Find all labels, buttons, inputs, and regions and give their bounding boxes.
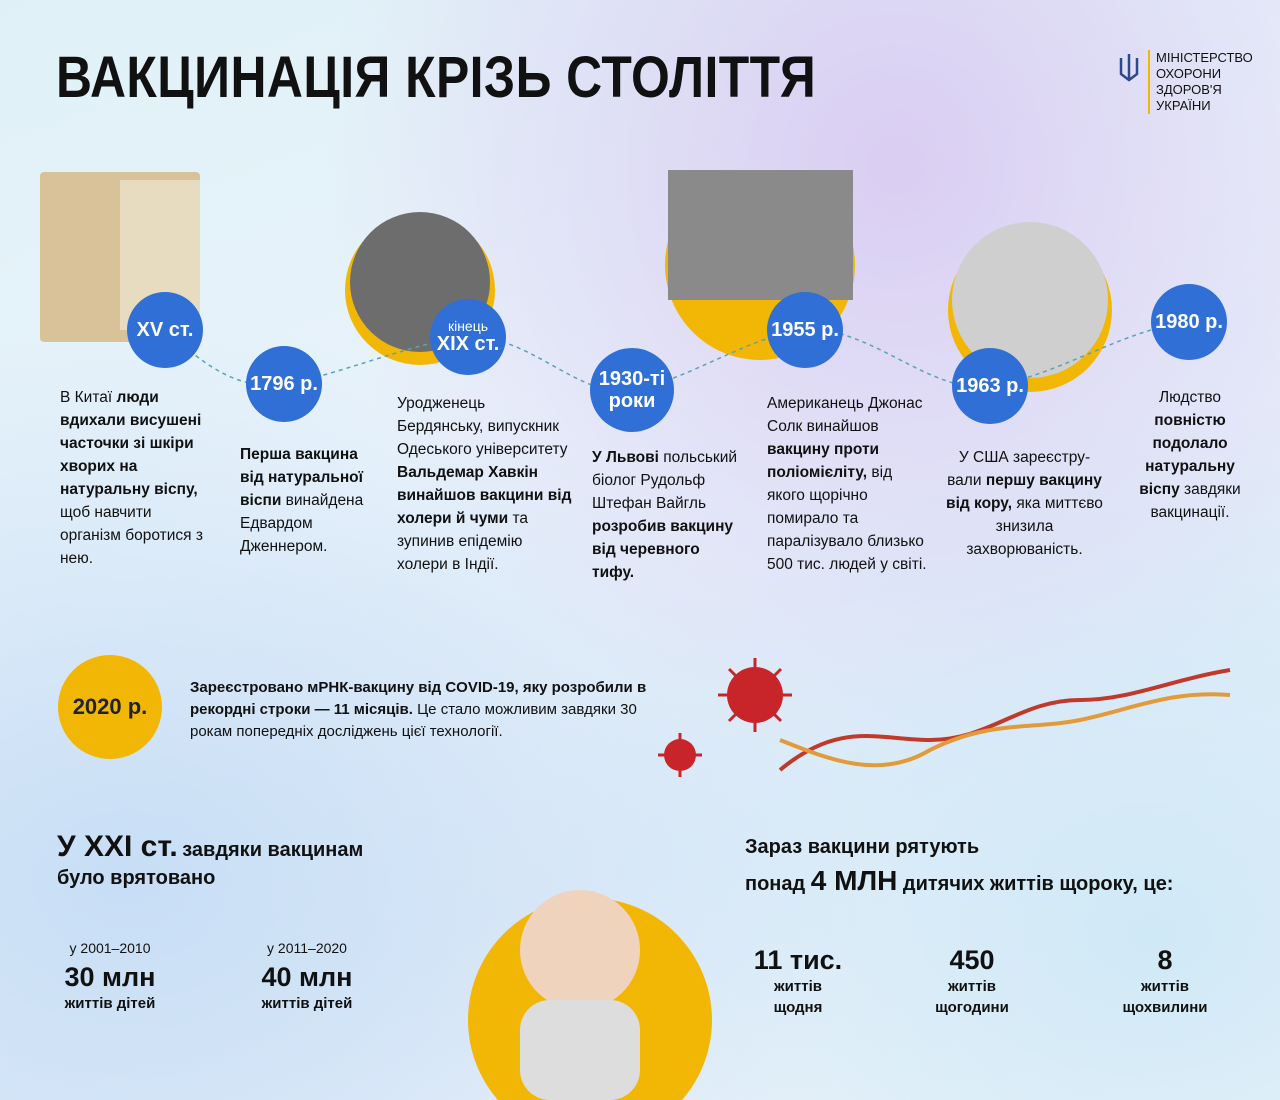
text: від якого щорічно помирало та паралізува… <box>767 464 927 573</box>
dna-strand <box>778 668 1231 772</box>
year-label: 1980 р. <box>1155 311 1223 333</box>
year-badge: XV ст. <box>127 292 203 368</box>
stat-unit: життів <box>948 978 996 995</box>
stat: у 2011–2020 40 млн життів дітей <box>227 940 387 1014</box>
photo-measles-poster <box>952 222 1108 378</box>
logo-trident <box>1119 54 1139 82</box>
bold-text: повністю подолало натуральну віспу <box>1139 412 1235 498</box>
virus-spikes <box>658 658 792 777</box>
year-badge: 1963 р. <box>952 348 1028 424</box>
stat-value: 40 млн <box>261 962 353 992</box>
line: Зараз вакцини рятують <box>745 836 980 858</box>
stat: у 2001–2010 30 млн життів дітей <box>30 940 190 1014</box>
stat-unit: життів дітей <box>64 995 156 1012</box>
text: та зупинив епідемію холери в Індії. <box>397 510 528 573</box>
bold-text: першу вакцину від кору, <box>946 472 1102 512</box>
year-badge: кінець XIX ст. <box>430 299 506 375</box>
stat-value: 30 млн <box>64 962 156 992</box>
title: ВАКЦИНАЦІЯ КРІЗЬ СТОЛІТТЯ <box>56 45 817 110</box>
heading: У XXI ст. <box>57 830 178 863</box>
year-label: 1930-ті <box>598 368 666 390</box>
logo-line: УКРАЇНИ <box>1156 98 1211 113</box>
logo-line: МІНІСТЕРСТВО <box>1156 50 1253 65</box>
bold-text: У Львові <box>592 449 659 466</box>
stat-value: 450 <box>949 945 995 975</box>
stat: 8 життів щохвилини <box>1085 945 1245 1018</box>
stat-unit: життів <box>774 978 822 995</box>
line: понад 4 МЛН дитячих життів щороку, це: <box>745 864 1173 901</box>
text: В Китаї <box>60 389 117 406</box>
bold-text: вакцину проти поліомієліту, <box>767 441 880 481</box>
stat-unit: щодня <box>773 999 823 1016</box>
bold-text: Перша вакцина від натуральної віспи <box>240 446 364 509</box>
text: завдяки вакцинації. <box>1150 481 1241 521</box>
year-label: 1796 р. <box>250 373 318 395</box>
text: дитячих життів щороку, це: <box>902 873 1174 895</box>
stat-unit: щогодини <box>935 999 1009 1016</box>
text: У США зареєстру-вали <box>947 449 1091 489</box>
big-number: 4 МЛН <box>810 865 898 896</box>
year-badge: 1930-ті роки <box>590 348 674 432</box>
subheading: завдяки вакцинам було врятовано <box>57 839 364 889</box>
event-text: Перша вакцина від натуральної віспи вина… <box>240 443 380 558</box>
current-heading: Зараз вакцини рятують понад 4 МЛН дитячи… <box>745 830 1173 901</box>
year-label: роки <box>608 390 656 412</box>
photo-baby <box>520 890 640 1010</box>
year-badge: 1980 р. <box>1151 284 1227 360</box>
year-badge: 1955 р. <box>767 292 843 368</box>
logo-text: МІНІСТЕРСТВО ОХОРОНИ ЗДОРОВ'Я УКРАЇНИ <box>1148 50 1253 114</box>
text: Це стало можливим завдяки 30 рокам попер… <box>190 701 637 740</box>
stat-period: у 2011–2020 <box>267 940 347 956</box>
stat-unit: життів дітей <box>261 995 353 1012</box>
bold-text: Зареєстровано мРНК-вакцину від COVID-19,… <box>190 679 647 718</box>
bold-text: Вальдемар Хавкін винайшов вакцини від хо… <box>397 464 572 527</box>
bold-text: розробив вакцину від черевного тифу. <box>592 518 734 581</box>
text: Людство <box>1158 389 1222 406</box>
milestone-badge: 2020 р. <box>58 655 162 759</box>
year-badge: 1796 р. <box>246 346 322 422</box>
stat-unit: щохвилини <box>1122 999 1208 1016</box>
stat-value: 11 тис. <box>753 945 843 975</box>
text: Уродженець Бердянську, випускник Одесько… <box>397 395 568 458</box>
summary-heading: У XXI ст. завдяки вакцинам було врятован… <box>57 830 397 892</box>
milestone-text: Зареєстровано мРНК-вакцину від COVID-19,… <box>190 677 670 743</box>
text: винайдена Едвардом Дженнером. <box>240 492 364 555</box>
year-label: 1963 р. <box>956 375 1024 397</box>
text: щоб навчити організм боротися з нею. <box>60 504 203 567</box>
event-text: Американець Джонас Солк винайшов вакцину… <box>767 392 927 576</box>
stat-period: у 2001–2010 <box>69 940 151 956</box>
stat: 450 життів щогодини <box>892 945 1052 1018</box>
dna-strand <box>779 692 1231 768</box>
stat-value: 8 <box>1157 945 1173 975</box>
photo-baby-shirt <box>520 1000 640 1100</box>
event-text: В Китаї люди вдихали висушені часточки з… <box>60 386 215 570</box>
year-label: XIX ст. <box>436 333 500 355</box>
event-text: У США зареєстру-вали першу вакцину від к… <box>942 446 1107 561</box>
text: польський біолог Рудольф Штефан Вайгль <box>592 449 738 512</box>
event-text: Людство повністю подолало натуральну віс… <box>1130 386 1250 524</box>
text: понад <box>745 873 806 895</box>
year-label: 1955 р. <box>771 319 839 341</box>
bold-text: люди вдихали висушені часточки зі шкіри … <box>60 389 202 498</box>
event-text: Уродженець Бердянську, випускник Одесько… <box>397 392 572 576</box>
logo-line: ОХОРОНИ <box>1156 66 1222 81</box>
photo-vaccine-vials <box>668 170 853 300</box>
event-text: У Львові польський біолог Рудольф Штефан… <box>592 446 742 584</box>
text: Американець Джонас Солк винайшов <box>767 395 923 435</box>
stat-unit: життів <box>1141 978 1189 995</box>
year-label: XV ст. <box>136 319 194 341</box>
year-label: кінець <box>447 318 489 334</box>
logo-line: ЗДОРОВ'Я <box>1156 82 1222 97</box>
stat: 11 тис. життів щодня <box>718 945 878 1018</box>
text: яка миттєво знизила захворюваність. <box>966 495 1103 558</box>
